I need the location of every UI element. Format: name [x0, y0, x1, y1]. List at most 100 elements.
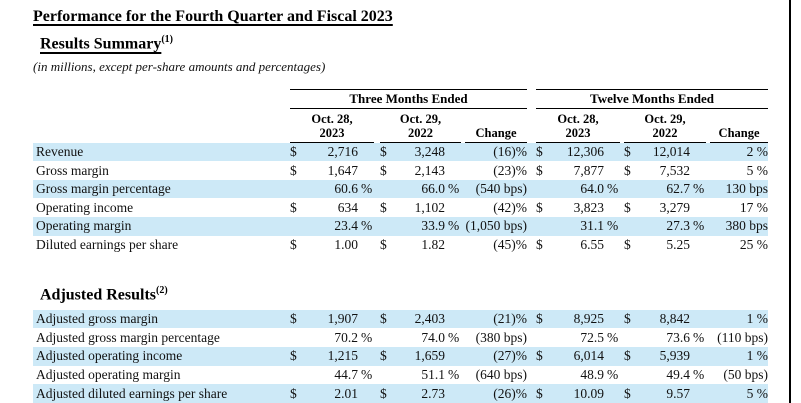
- unit-suffix: %: [448, 181, 460, 197]
- value-text: 634: [337, 199, 358, 215]
- value-text: 10.09: [573, 385, 604, 401]
- dollar-sign: $: [624, 162, 631, 178]
- row-label: Adjusted gross margin percentage: [36, 329, 220, 345]
- date-line1: Oct. 29,: [644, 112, 686, 127]
- column-header-spacer: [33, 109, 290, 143]
- value-cell: $1.82: [380, 236, 461, 255]
- value-cell: 66.0%: [380, 179, 461, 199]
- value-text: 2,143: [414, 162, 445, 178]
- value-cell: 70.2%: [290, 328, 374, 347]
- table-row: Adjusted gross margin $1,907 $2,403 (21)% $8…: [33, 309, 768, 329]
- unit-suffix: %: [361, 366, 373, 382]
- value-text: 7,877: [573, 162, 605, 178]
- change-cell: (640 bps): [475, 366, 527, 382]
- change-cell: 2 %: [710, 142, 769, 162]
- value-text: 5,939: [659, 348, 690, 364]
- spacer-cell: [706, 216, 711, 236]
- spacer-cell: [461, 216, 465, 236]
- value-text: 1,102: [414, 199, 445, 215]
- footnote-ref-2: (2): [156, 285, 168, 297]
- row-label: Gross margin percentage: [33, 179, 290, 199]
- dollar-sign: $: [624, 348, 631, 364]
- change-cell: 5 %: [746, 162, 769, 178]
- dollar-sign: $: [380, 199, 387, 215]
- value-text: 1,659: [414, 348, 445, 364]
- value-cell: $10.09: [536, 384, 620, 403]
- unit-suffix: %: [361, 181, 373, 197]
- value-cell: 33.9%: [380, 216, 461, 236]
- date-line1: Oct. 28,: [311, 112, 353, 127]
- row-label: Adjusted diluted earnings per share: [33, 384, 290, 403]
- value-text: 74.0: [421, 329, 445, 345]
- dollar-sign: $: [290, 348, 297, 364]
- row-label: Adjusted operating income: [33, 347, 290, 366]
- value-cell: $2.01: [290, 384, 374, 403]
- value-cell: $2.73: [380, 384, 461, 403]
- unit-suffix: %: [693, 181, 705, 197]
- dollar-sign: $: [536, 311, 543, 327]
- unit-suffix: %: [361, 218, 373, 234]
- page-title-text: Performance for the Fourth Quarter and F…: [33, 8, 393, 25]
- value-text: 2,716: [327, 144, 358, 160]
- value-cell: $5,939: [624, 347, 706, 366]
- group-header-spacer: [33, 90, 290, 109]
- spacer-cell: [620, 179, 625, 199]
- group-gap-cell: [527, 142, 537, 162]
- value-text: 62.7: [666, 181, 691, 197]
- value-text: 60.6: [334, 181, 358, 197]
- value-text: 48.9: [580, 366, 604, 382]
- dollar-sign: $: [624, 311, 631, 327]
- spacer-cell: [706, 347, 710, 366]
- dollar-sign: $: [536, 385, 543, 401]
- col-header-12m-oct29-2022: Oct. 29, 2022: [624, 108, 707, 144]
- dollar-sign: $: [624, 144, 631, 160]
- value-text: 44.7: [334, 366, 358, 382]
- spacer-cell: [461, 142, 465, 162]
- value-cell: $1,215: [290, 347, 374, 366]
- spacer-cell: [374, 384, 380, 403]
- dollar-sign: $: [380, 236, 387, 252]
- value-cell: 49.4%: [624, 366, 706, 385]
- unit-suffix: %: [693, 366, 705, 382]
- value-cell: $9.57: [624, 384, 706, 403]
- value-cell: $8,842: [624, 309, 706, 329]
- col-header-12m-change: Change: [710, 108, 769, 144]
- value-text: 3,823: [573, 199, 605, 215]
- value-text: 7,532: [659, 162, 691, 178]
- change-cell: 25 %: [739, 236, 769, 252]
- spacer-cell: [374, 347, 380, 366]
- value-cell: 64.0%: [536, 179, 621, 199]
- table-row: Adjusted operating margin 44.7% 51.1% (640 …: [33, 366, 768, 385]
- dollar-sign: $: [624, 236, 631, 252]
- dollar-sign: $: [290, 311, 297, 327]
- change-cell: (26)%: [465, 384, 527, 403]
- spacer-cell: [461, 309, 465, 329]
- value-text: 8,925: [573, 311, 604, 327]
- group-gap-cell: [527, 236, 536, 255]
- value-text: 2.01: [334, 385, 358, 401]
- value-text: 27.3: [666, 218, 691, 234]
- dollar-sign: $: [380, 144, 387, 160]
- dollar-sign: $: [380, 162, 387, 178]
- value-text: 64.0: [580, 181, 605, 197]
- value-text: 3,279: [659, 199, 691, 215]
- row-label: Operating income: [36, 199, 134, 215]
- change-cell: (16)%: [465, 142, 528, 162]
- spacer-cell: [461, 347, 465, 366]
- unit-suffix: %: [693, 218, 705, 234]
- dollar-sign: $: [380, 348, 387, 364]
- unit-suffix: %: [607, 329, 619, 345]
- value-cell: 73.6%: [624, 328, 706, 347]
- units-note: (in millions, except per-share amounts a…: [33, 59, 326, 75]
- dollar-sign: $: [536, 162, 543, 178]
- value-text: 6.55: [580, 236, 605, 252]
- change-cell: 1 %: [710, 347, 768, 366]
- table-row: Operating income $634 $1,102 (42)% $3,823 $3,…: [33, 198, 768, 217]
- value-text: 51.1: [421, 366, 445, 382]
- value-cell: $8,925: [536, 309, 620, 329]
- date-line2: 2022: [652, 125, 678, 140]
- value-cell: $2,403: [380, 309, 461, 329]
- value-cell: $2,716: [290, 142, 374, 162]
- value-cell: $1,647: [290, 161, 374, 180]
- value-text: 12,306: [566, 144, 605, 160]
